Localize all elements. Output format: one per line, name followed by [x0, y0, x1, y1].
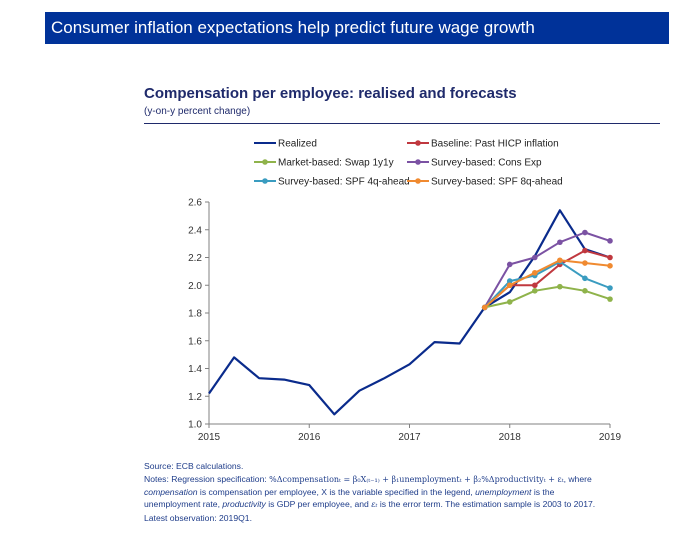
y-tick-label: 2.4 [188, 225, 202, 236]
def-unemployment: is the [531, 487, 555, 497]
data-point [557, 257, 563, 264]
regression-notes: Notes: Regression specification: %Δcompe… [144, 473, 664, 511]
legend-label: Survey-based: Cons Exp [431, 158, 542, 169]
data-point [557, 239, 563, 246]
notes-line-2: compensation is compensation per employe… [144, 486, 664, 498]
x-tick-label: 2019 [599, 432, 622, 443]
legend-item: Market-based: Swap 1y1y [254, 158, 394, 169]
data-point [506, 282, 513, 289]
series-line [208, 209, 611, 416]
series-line [484, 259, 611, 309]
legend-label: Realized [278, 139, 317, 150]
term-epsilon: εₜ [371, 500, 378, 509]
chart-series [208, 209, 613, 416]
x-tick-label: 2017 [398, 432, 421, 443]
data-point [607, 254, 613, 261]
data-point [607, 263, 613, 269]
data-point [607, 238, 613, 244]
legend-label: Survey-based: SPF 8q-ahead [431, 177, 563, 188]
data-point [532, 282, 538, 289]
legend-swatch-marker [262, 178, 268, 184]
data-point [582, 275, 588, 282]
legend-swatch-marker [415, 140, 421, 146]
chart-axes: 1.0 1.2 1.4 1.6 1.8 2.0 2.2 2.4 2.6 2015 2016 2017 2… [188, 198, 621, 444]
term-compensation: compensation [144, 487, 198, 497]
source-note: Source: ECB calculations. [144, 461, 244, 471]
chart-subtitle: (y-on-y percent change) [144, 106, 251, 117]
series-line [483, 260, 611, 309]
data-point [582, 247, 588, 254]
series-realized [208, 209, 611, 416]
data-point [506, 299, 513, 305]
y-tick-label: 1.2 [188, 392, 202, 403]
legend-swatch-marker [415, 159, 421, 165]
y-tick-label: 1.4 [188, 364, 202, 375]
y-tick-label: 1.6 [188, 336, 202, 347]
data-point [607, 285, 613, 291]
x-tick-label: 2015 [198, 432, 221, 443]
def-unemployment-2: unemployment rate, [144, 499, 223, 509]
y-tick-label: 1.8 [188, 309, 202, 320]
latest-observation: Latest observation: 2019Q1. [144, 513, 252, 523]
data-point [582, 288, 588, 294]
y-tick-label: 1.0 [188, 420, 202, 431]
data-point [506, 261, 513, 268]
def-productivity: is GDP per employee, and [265, 499, 372, 509]
data-point [582, 229, 588, 236]
series-line [483, 231, 611, 308]
legend-swatch-marker [415, 178, 421, 184]
legend-item: Survey-based: SPF 4q-ahead [254, 177, 410, 188]
legend-item: Survey-based: SPF 8q-ahead [407, 177, 563, 188]
regression-formula: %Δcompensationₜ = β₀X₍ₜ₋₁₎ + β₁unemploym… [269, 475, 564, 484]
notes-line-3: unemployment rate, productivity is GDP p… [144, 498, 664, 511]
y-tick-label: 2.6 [188, 198, 202, 209]
data-point [532, 288, 538, 294]
data-point [607, 296, 613, 302]
y-tick-label: 2.0 [188, 281, 202, 292]
notes-prefix: Notes: Regression specification: [144, 474, 267, 484]
legend-item: Survey-based: Cons Exp [407, 158, 542, 169]
notes-line-1: Notes: Regression specification: %Δcompe… [144, 473, 664, 486]
legend-item: Baseline: Past HICP inflation [407, 139, 559, 150]
term-unemployment: unemployment [475, 487, 532, 497]
chart-legend: Realized Baseline: Past HICP inflation Mar… [254, 139, 563, 188]
series-line [484, 285, 611, 309]
x-tick-label: 2016 [298, 432, 321, 443]
data-point [481, 304, 488, 311]
y-tick-label: 2.2 [188, 253, 202, 264]
legend-label: Baseline: Past HICP inflation [431, 139, 559, 150]
legend-label: Market-based: Swap 1y1y [278, 158, 394, 169]
notes-where: , where [563, 474, 592, 484]
chart-title: Compensation per employee: realised and … [144, 85, 517, 102]
title-divider [144, 123, 660, 124]
legend-swatch-marker [262, 159, 268, 165]
data-point [582, 260, 588, 266]
x-tick-label: 2018 [499, 432, 522, 443]
data-point [532, 269, 538, 276]
legend-label: Survey-based: SPF 4q-ahead [278, 177, 410, 188]
data-point [557, 283, 563, 290]
series-survey-based-cons-exp [481, 229, 613, 311]
page-banner-title: Consumer inflation expectations help pre… [45, 12, 669, 44]
def-epsilon: is the error term. The estimation sample… [377, 499, 596, 509]
series-line [484, 249, 611, 309]
def-compensation: is compensation per employee, X is the v… [197, 487, 476, 497]
legend-item: Realized [254, 139, 317, 150]
series-survey-based-spf-8q-ahead [481, 257, 613, 311]
term-productivity: productivity [222, 499, 266, 509]
data-point [532, 254, 538, 261]
data-point [506, 278, 513, 284]
